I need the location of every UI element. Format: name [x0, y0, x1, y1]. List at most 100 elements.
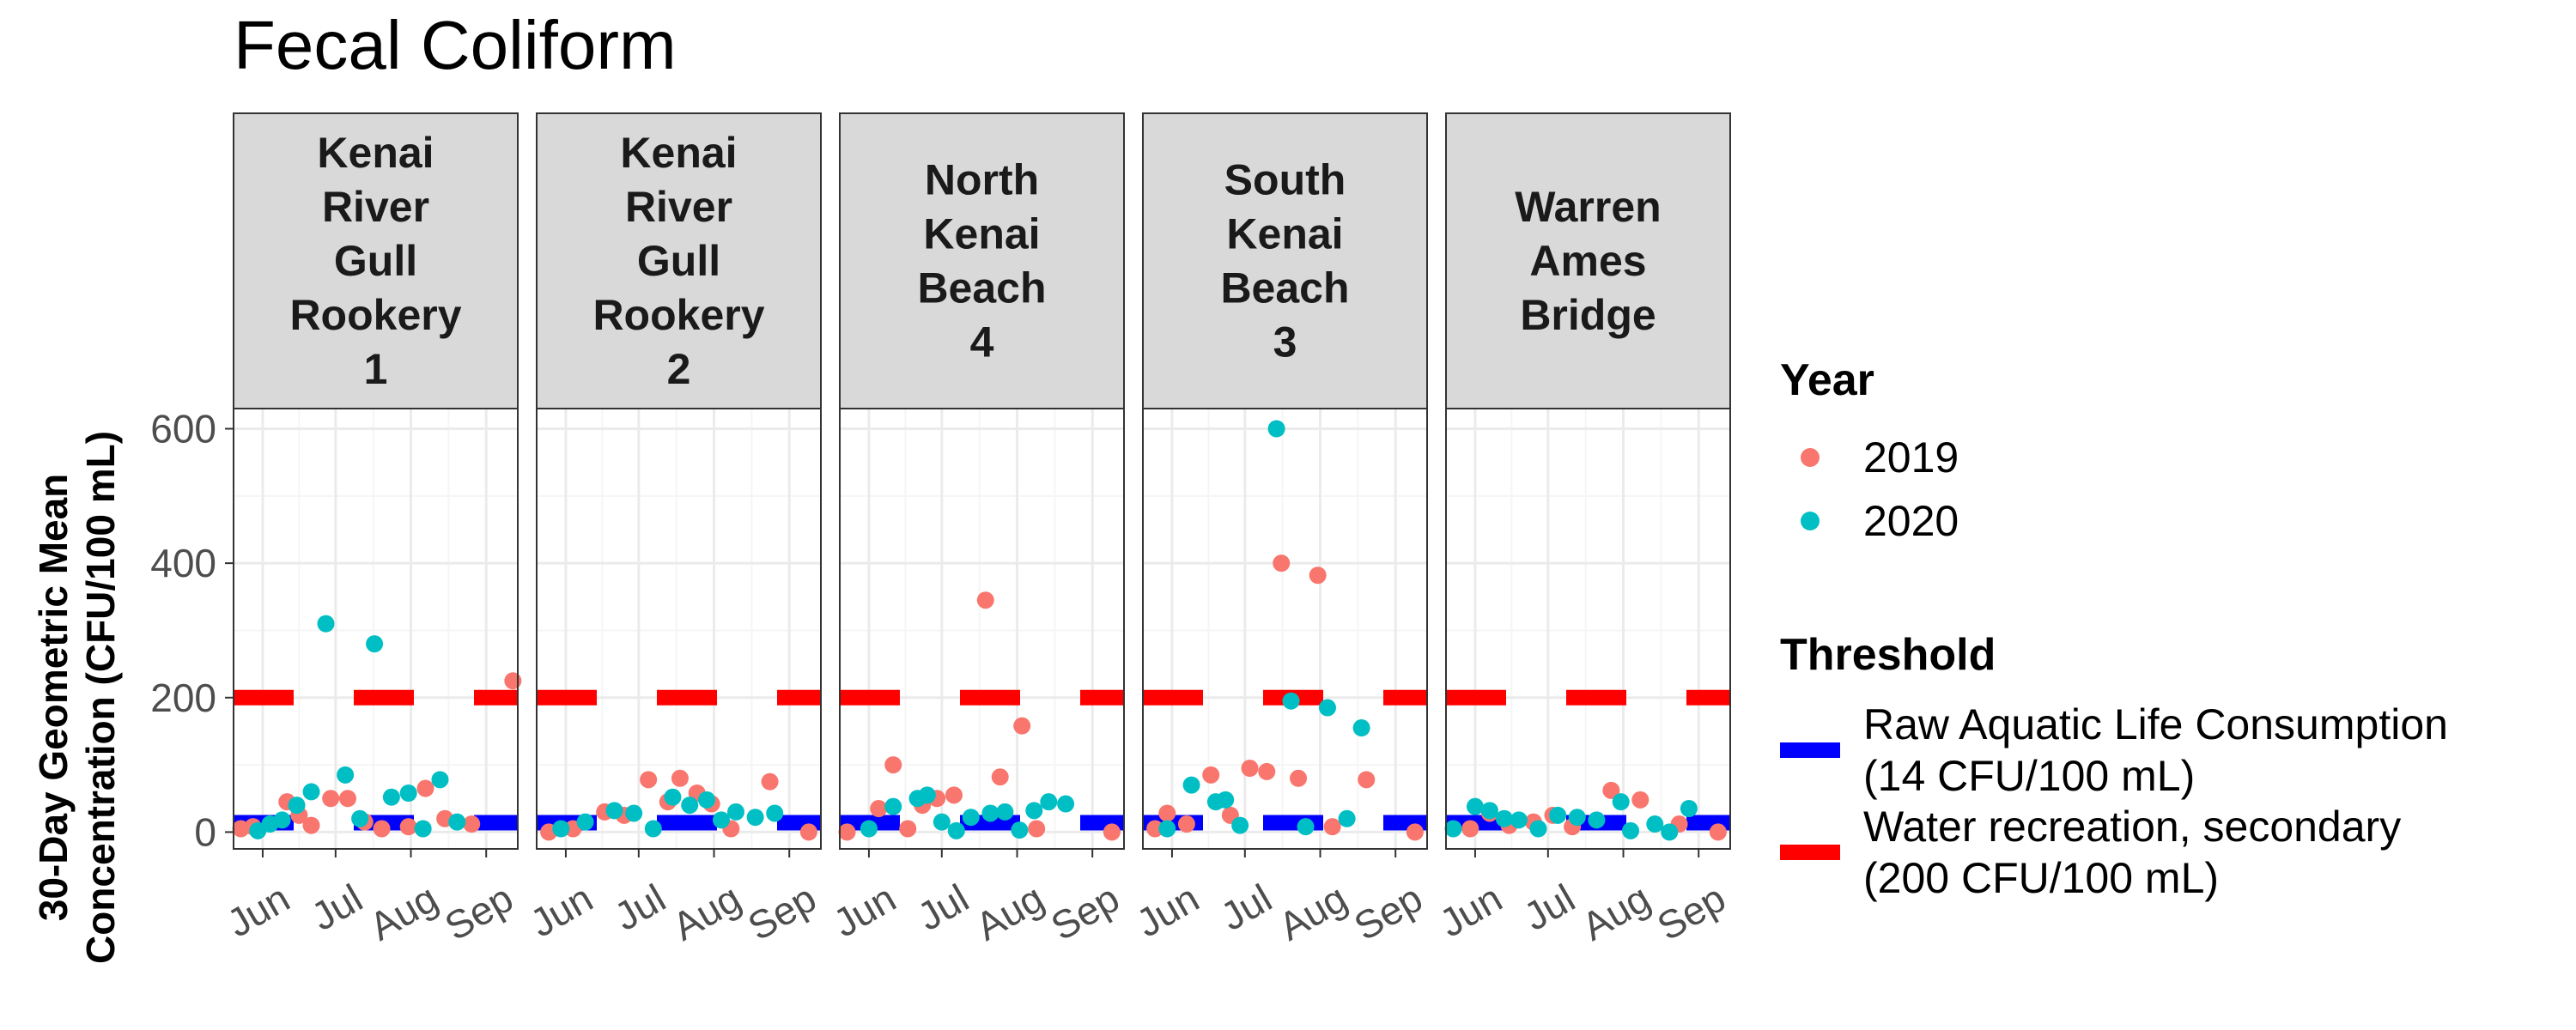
- data-point-2019: [799, 823, 817, 841]
- data-point-2020: [860, 820, 878, 838]
- data-point-2019: [671, 769, 689, 787]
- data-point-2019: [870, 800, 888, 818]
- data-point-2019: [1103, 823, 1121, 841]
- panel-border: [1445, 408, 1731, 850]
- facet-strip-label: Rookery: [289, 291, 461, 339]
- data-point-2020: [884, 797, 902, 815]
- legend: Year 2019 2020 Threshold Raw Aquatic Life Co…: [1780, 355, 2448, 902]
- data-point-2020: [1661, 823, 1679, 841]
- data-point-2020: [1495, 809, 1513, 827]
- data-point-2020: [1510, 811, 1528, 829]
- panel-background: [234, 409, 518, 849]
- data-point-2020: [1282, 692, 1300, 710]
- facet-strip: [839, 112, 1125, 409]
- facet-strip-label: Kenai: [923, 210, 1040, 258]
- legend-label-rec: (200 CFU/100 mL): [1863, 854, 2219, 902]
- data-point-2020: [1646, 815, 1664, 833]
- facet-strip: [233, 112, 519, 409]
- data-point-2019: [640, 771, 658, 789]
- data-point-2019: [416, 779, 434, 797]
- facet-strip: [1142, 112, 1428, 409]
- data-point-2020: [746, 809, 764, 827]
- data-point-2020: [1319, 699, 1337, 717]
- data-point-2020: [288, 797, 306, 815]
- data-point-2020: [1231, 816, 1249, 834]
- data-point-2020: [414, 820, 432, 838]
- y-tick-label: 400: [150, 541, 216, 585]
- data-point-2019: [1709, 823, 1727, 841]
- legend-label-2020: 2020: [1863, 497, 1959, 545]
- panel-background: [1446, 409, 1730, 849]
- data-point-2020: [431, 771, 449, 789]
- y-tick-label: 200: [150, 676, 216, 720]
- data-point-2020: [273, 811, 291, 829]
- data-point-2020: [1182, 776, 1200, 794]
- data-point-2020: [1158, 820, 1176, 838]
- data-point-2019: [1631, 791, 1649, 809]
- data-point-2019: [1202, 766, 1220, 784]
- facet-strip-label: Kenai: [1226, 210, 1343, 258]
- data-point-2020: [1352, 719, 1370, 737]
- data-point-2020: [605, 802, 623, 820]
- facet-strip-label: 1: [364, 345, 388, 393]
- data-point-2020: [1217, 791, 1235, 809]
- data-point-2019: [976, 591, 994, 609]
- facet-strip: [536, 112, 822, 409]
- data-point-2020: [1025, 802, 1043, 820]
- y-axis-title: 30-Day Geometric MeanConcentration (CFU/…: [31, 431, 123, 964]
- data-point-2019: [1241, 760, 1259, 778]
- facet-strip-label: Kenai: [317, 129, 434, 177]
- data-point-2019: [322, 790, 340, 808]
- facet-strip: [1445, 112, 1731, 409]
- data-point-2019: [899, 820, 917, 838]
- data-point-2019: [338, 790, 356, 808]
- data-point-2020: [933, 813, 951, 831]
- panel-border: [536, 408, 822, 850]
- facet-strip-label: 2: [667, 345, 691, 393]
- data-point-2020: [351, 809, 369, 827]
- y-axis: 0 200 400 600: [150, 406, 234, 854]
- y-axis-title-line: Concentration (CFU/100 mL): [78, 431, 123, 964]
- data-point-2020: [1588, 811, 1606, 829]
- data-point-2019: [1028, 820, 1046, 838]
- data-point-2019: [1358, 771, 1376, 789]
- facet-strip-label: River: [322, 183, 429, 231]
- data-point-2020: [337, 766, 355, 784]
- data-point-2019: [991, 768, 1009, 786]
- data-point-2019: [838, 823, 856, 841]
- data-point-2020: [448, 813, 466, 831]
- facet-strip-label: North: [925, 156, 1039, 204]
- data-point-2020: [1040, 793, 1058, 811]
- legend-label-raw: Raw Aquatic Life Consumption: [1863, 700, 2448, 748]
- data-point-2019: [1158, 804, 1176, 822]
- data-point-2019: [1461, 820, 1479, 838]
- data-point-2020: [625, 804, 643, 822]
- facet-strip-label: 4: [970, 318, 994, 367]
- data-point-2019: [373, 820, 391, 838]
- facet-strip-label: South: [1224, 156, 1346, 204]
- facet-strip-label: Rookery: [592, 291, 764, 339]
- data-point-2020: [1444, 820, 1462, 838]
- data-point-2020: [726, 803, 744, 821]
- data-point-2020: [1011, 821, 1029, 839]
- data-point-2019: [1323, 818, 1341, 836]
- legend-year-title: Year: [1780, 355, 1874, 405]
- data-point-2019: [1177, 815, 1195, 833]
- data-point-2019: [1146, 820, 1164, 838]
- data-point-2020: [766, 804, 784, 822]
- data-point-2020: [1549, 806, 1567, 824]
- data-point-2020: [1480, 802, 1498, 820]
- panel-border: [1142, 408, 1428, 850]
- facet-strip-label: Beach: [917, 264, 1046, 312]
- data-point-2020: [366, 635, 384, 653]
- facet-strip-label: Bridge: [1520, 291, 1656, 339]
- data-point-2019: [302, 816, 320, 834]
- chart-title: Fecal Coliform: [234, 7, 677, 83]
- legend-threshold-title: Threshold: [1780, 630, 1996, 680]
- y-tick-label: 0: [194, 809, 216, 854]
- data-point-2019: [945, 786, 963, 804]
- facet-strip-label: 3: [1273, 318, 1297, 367]
- facet-strip-label: Beach: [1220, 264, 1349, 312]
